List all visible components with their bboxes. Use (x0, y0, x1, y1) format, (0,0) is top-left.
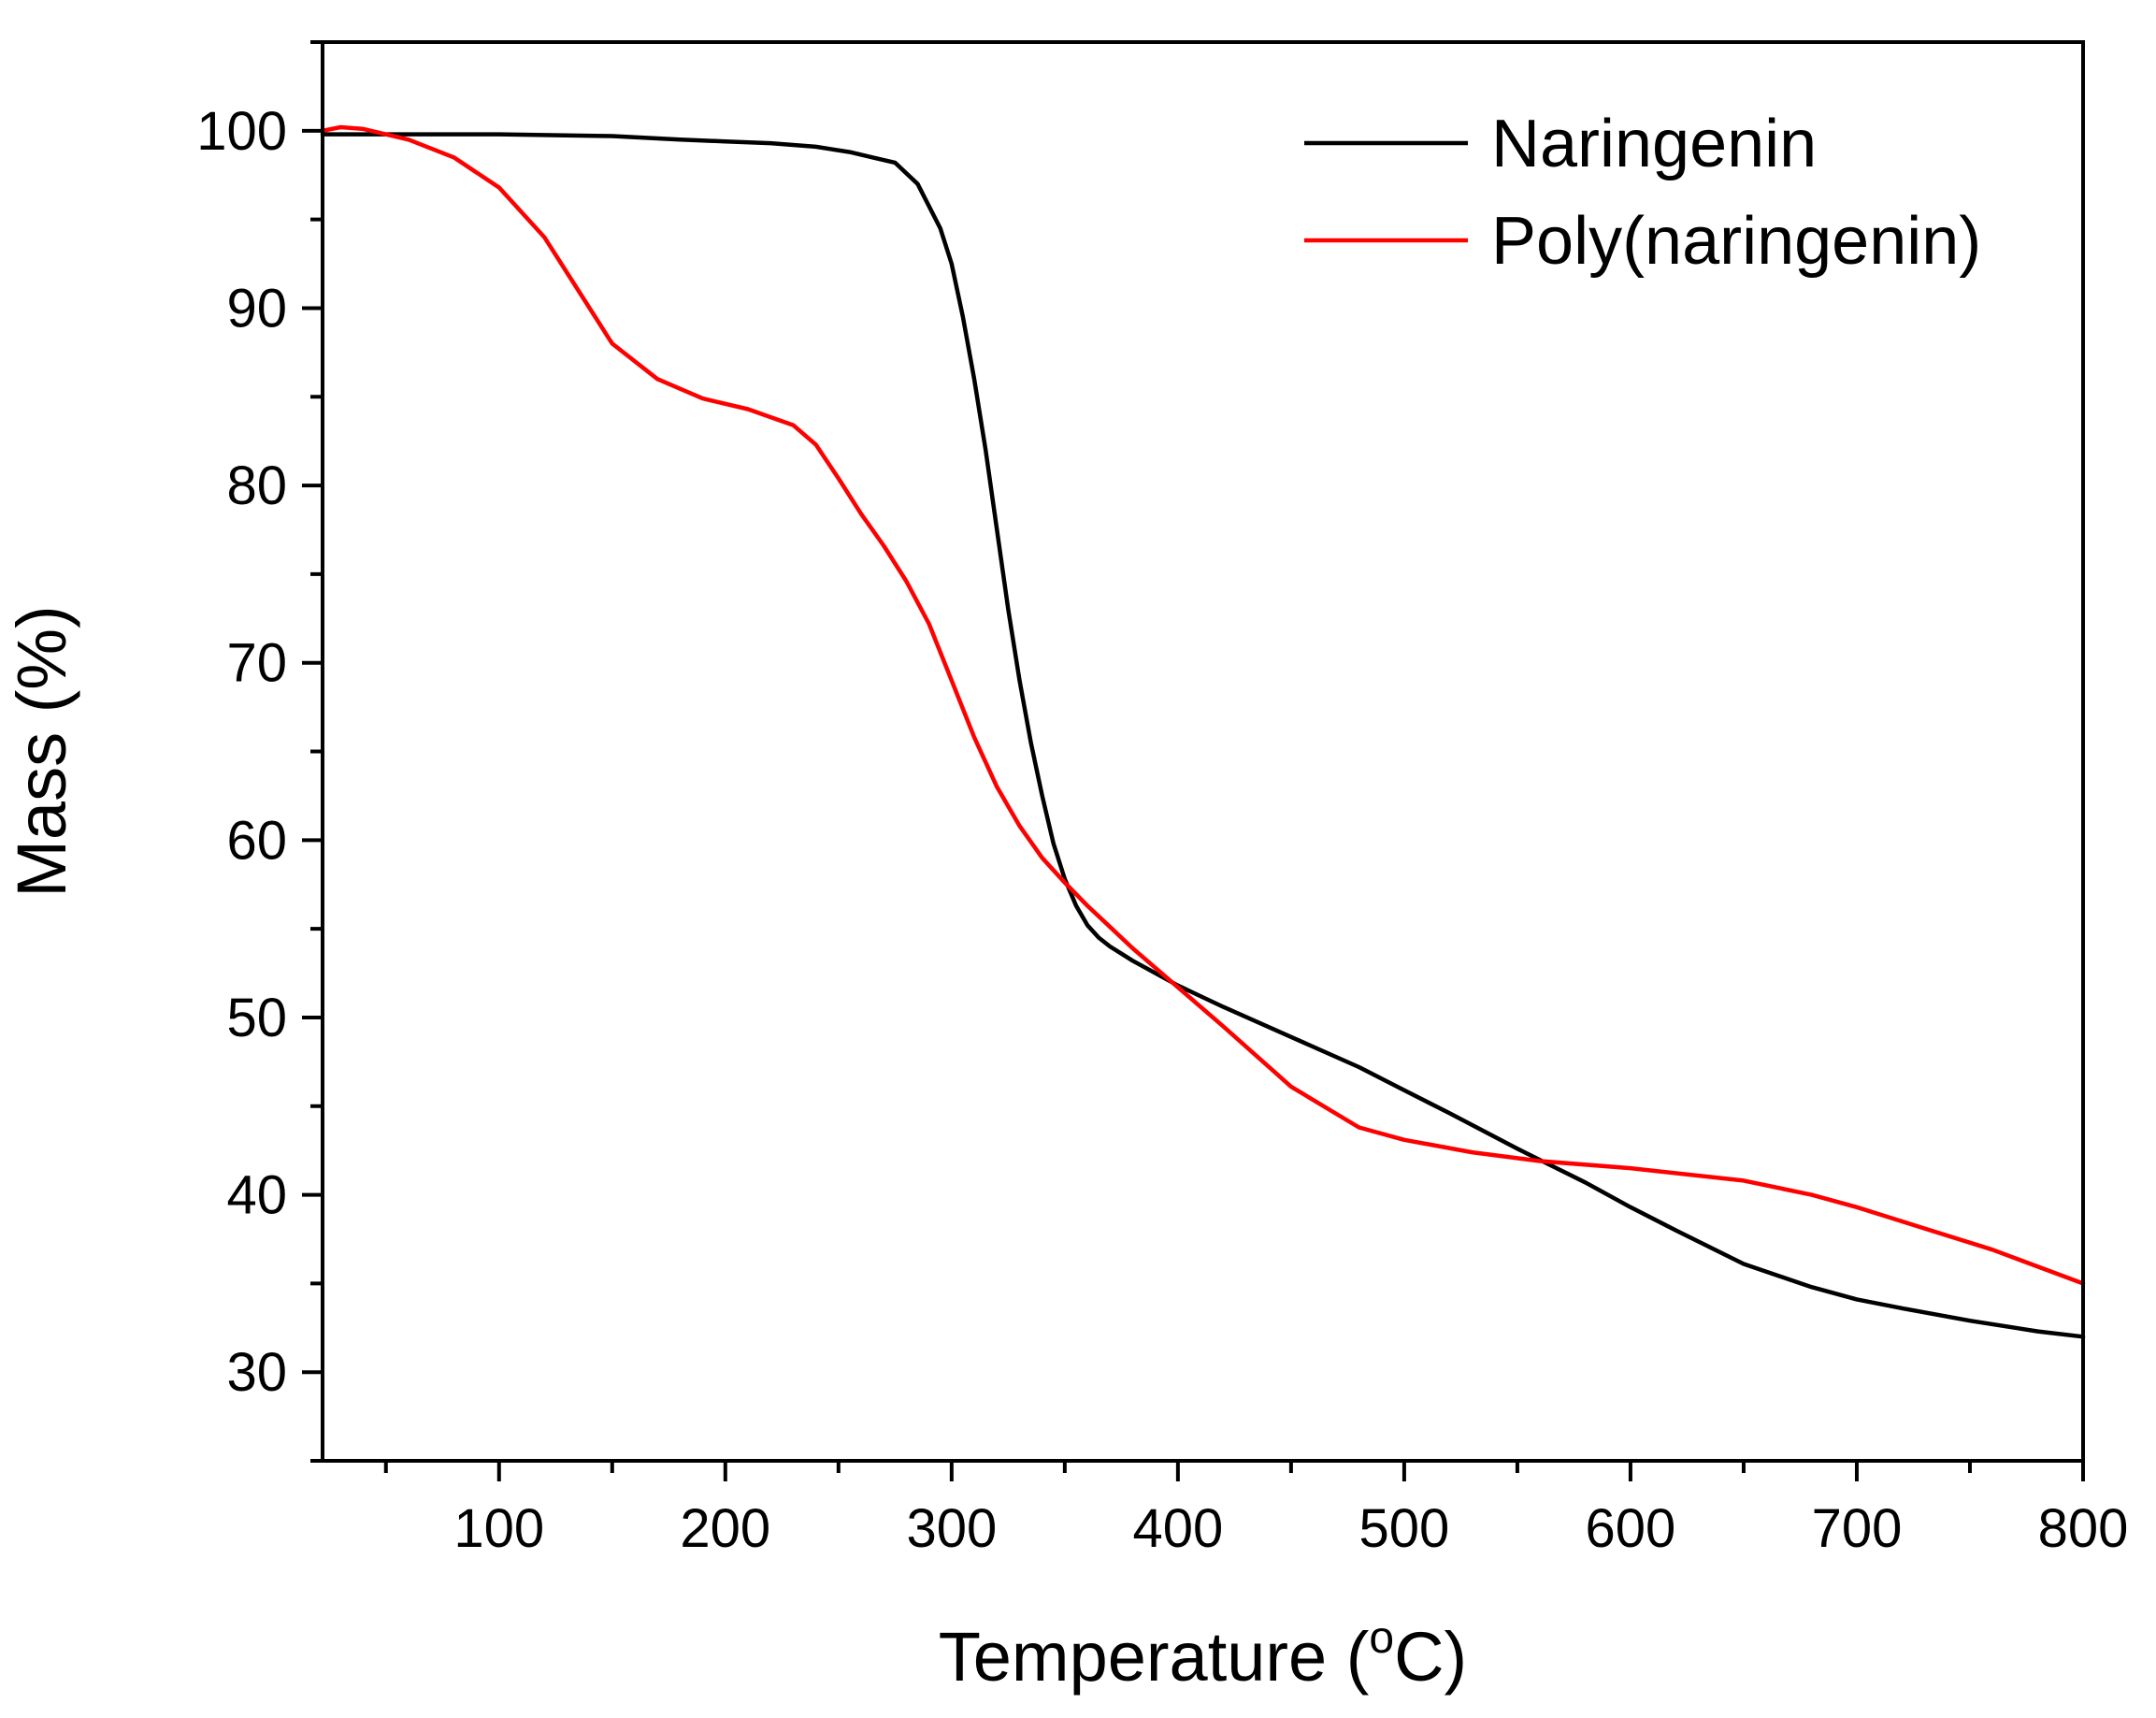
legend-label-naringenin: Naringenin (1491, 107, 1817, 181)
series-line-poly-naringenin (320, 124, 2086, 1286)
y-tick-label: 100 (196, 101, 287, 162)
ticks-layer: 100 200 300 400 500 600 700 800 30 40 50 60 70 80 90 10… (196, 40, 2129, 1559)
y-axis-title: Mass (%) (3, 605, 80, 897)
x-tick-label: 400 (1132, 1498, 1223, 1559)
y-tick-label: 40 (226, 1165, 287, 1226)
y-tick-label: 50 (226, 988, 287, 1048)
x-tick-label: 800 (2038, 1498, 2129, 1559)
x-axis-title-rest: C) (1394, 1618, 1467, 1696)
x-tick-label: 100 (453, 1498, 544, 1559)
y-tick-label: 30 (226, 1342, 287, 1403)
y-tick-label: 60 (226, 810, 287, 871)
x-tick-label: 700 (1812, 1498, 1903, 1559)
y-tick-label: 80 (226, 455, 287, 516)
x-tick-label: 200 (680, 1498, 770, 1559)
y-tick-label: 90 (226, 278, 287, 339)
x-axis-title-degree: o (1369, 1613, 1394, 1663)
series-line-naringenin (320, 132, 2086, 1339)
y-tick-label: 70 (226, 633, 287, 694)
x-tick-label: 500 (1359, 1498, 1450, 1559)
x-tick-label: 300 (906, 1498, 997, 1559)
x-axis-title: Temperature (oC) (939, 1613, 1467, 1696)
legend: Naringenin Poly(naringenin) (1304, 107, 1981, 279)
x-tick-label: 600 (1586, 1498, 1676, 1559)
series-layer (320, 124, 2086, 1339)
legend-label-poly-naringenin: Poly(naringenin) (1491, 204, 1981, 279)
x-axis-title-main: Temperature ( (939, 1618, 1370, 1696)
